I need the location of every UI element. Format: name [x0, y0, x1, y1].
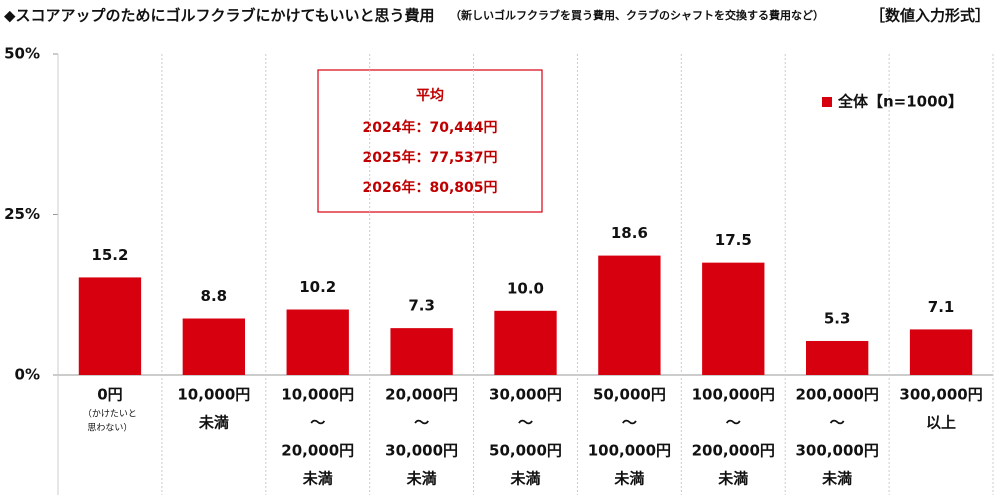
format-note: ［数値入力形式］ [870, 7, 990, 25]
bar [494, 310, 557, 375]
y-tick-label: 0% [15, 366, 40, 384]
x-tick-label: ～ [830, 414, 845, 432]
x-tick-label: ～ [310, 414, 325, 432]
bar [390, 328, 453, 375]
x-tick-label: 20,000円 [281, 442, 354, 460]
legend-label: 全体【n=1000】 [837, 93, 963, 111]
x-tick-label: ～ [622, 414, 637, 432]
bar [78, 277, 142, 375]
y-tick-label: 50% [4, 45, 40, 63]
value-label: 17.5 [715, 231, 752, 249]
x-tick-label: 以上 [926, 414, 956, 432]
bar [909, 329, 973, 375]
bar [806, 340, 869, 375]
x-tick-label: 100,000円 [692, 386, 775, 404]
x-tick-label: 未満 [302, 470, 333, 488]
bar [598, 255, 661, 375]
x-tick-label: 未満 [509, 470, 540, 488]
bar [286, 309, 349, 375]
category-note: （かけたいと [83, 409, 137, 420]
average-box [317, 69, 543, 213]
x-tick-label: 10,000円 [177, 386, 250, 404]
value-label: 10.0 [507, 279, 544, 297]
y-tick-label: 25% [4, 205, 40, 223]
value-label: 7.3 [408, 297, 435, 315]
average-title: 平均 [416, 87, 444, 104]
value-label: 10.2 [299, 278, 336, 296]
x-tick-label: ～ [726, 414, 741, 432]
value-label: 7.1 [928, 298, 955, 316]
x-tick-label: 100,000円 [588, 442, 671, 460]
x-tick-label: 未満 [717, 470, 748, 488]
chart-title: ◆スコアアップのためにゴルフクラブにかけてもいいと思う費用 [4, 7, 435, 25]
x-tick-label: ～ [414, 414, 429, 432]
x-tick-label: 20,000円 [385, 386, 458, 404]
x-tick-label: 未満 [198, 414, 229, 432]
bar [702, 262, 765, 375]
value-label: 15.2 [91, 246, 128, 264]
x-tick-label: 未満 [613, 470, 644, 488]
average-line: 2025年：77,537円 [363, 149, 498, 166]
value-label: 18.6 [611, 224, 648, 242]
chart-subtitle: （新しいゴルフクラブを買う費用、クラブのシャフトを交換する費用など） [450, 8, 824, 22]
x-tick-label: 50,000円 [489, 442, 562, 460]
x-tick-label: 50,000円 [593, 386, 666, 404]
average-line: 2024年：70,444円 [363, 119, 498, 136]
x-tick-label: 300,000円 [796, 442, 879, 460]
x-tick-label: 10,000円 [281, 386, 354, 404]
legend-swatch [822, 97, 832, 107]
value-label: 8.8 [201, 287, 228, 305]
x-tick-label: 30,000円 [489, 386, 562, 404]
x-tick-label: 未満 [406, 470, 437, 488]
x-tick-label: ～ [518, 414, 533, 432]
x-tick-label: 30,000円 [385, 442, 458, 460]
value-label: 5.3 [824, 309, 851, 327]
x-tick-label: 未満 [821, 470, 852, 488]
category-note: 思わない） [87, 423, 132, 434]
x-tick-label: 300,000円 [899, 386, 982, 404]
average-line: 2026年：80,805円 [363, 179, 498, 196]
bar [182, 318, 245, 375]
x-tick-label: 0円 [97, 386, 122, 404]
x-tick-label: 200,000円 [796, 386, 879, 404]
x-tick-label: 200,000円 [692, 442, 775, 460]
